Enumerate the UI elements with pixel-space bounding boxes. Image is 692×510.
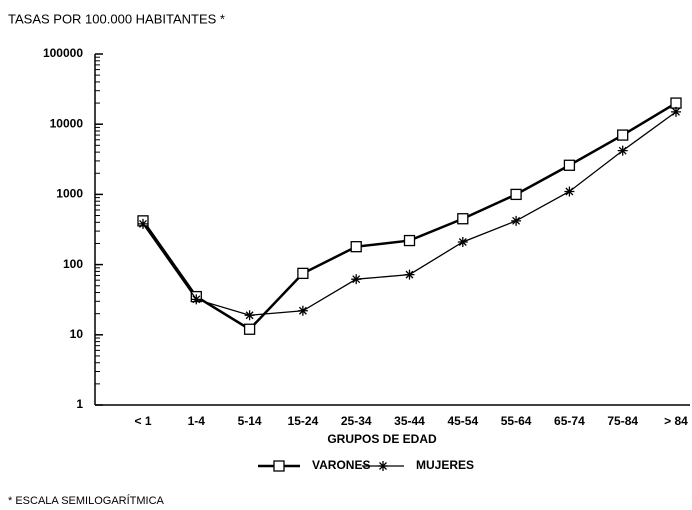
x-tick-label: 25-34: [341, 414, 372, 428]
legend-label: MUJERES: [416, 458, 474, 472]
x-tick-label: 45-54: [447, 414, 478, 428]
marker: [510, 188, 522, 201]
legend-label: VARONES: [312, 458, 370, 472]
x-tick-label: 35-44: [394, 414, 425, 428]
x-axis-label: GRUPOS DE EDAD: [327, 432, 437, 446]
x-tick-label: 5-14: [238, 414, 262, 428]
marker: [457, 236, 468, 247]
marker: [244, 310, 255, 321]
footnote: * ESCALA SEMILOGARÍTMICA: [8, 494, 165, 507]
y-tick-label: 1000: [56, 187, 83, 201]
marker: [138, 218, 148, 229]
y-tick-label: 100: [63, 257, 83, 271]
marker: [243, 323, 256, 335]
series-line: [142, 111, 677, 316]
marker: [351, 274, 362, 285]
marker: [671, 106, 681, 117]
y-tick-label: 1: [76, 397, 83, 411]
x-tick-label: 1-4: [188, 414, 206, 428]
chart-title: TASAS POR 100.000 HABITANTES *: [8, 11, 225, 26]
marker: [670, 97, 682, 109]
x-tick-label: 55-64: [501, 414, 532, 428]
y-tick-label: 100000: [43, 46, 83, 60]
series-line: [141, 101, 677, 331]
marker: [297, 267, 309, 280]
x-tick-label: 65-74: [554, 414, 585, 428]
marker: [617, 129, 629, 141]
marker: [273, 460, 285, 472]
marker: [404, 269, 415, 280]
marker: [403, 234, 416, 247]
marker: [564, 186, 575, 197]
x-tick-label: > 84: [664, 414, 688, 428]
y-tick-label: 10000: [50, 116, 84, 130]
marker: [350, 241, 362, 253]
marker: [617, 145, 628, 156]
marker: [563, 159, 576, 171]
y-tick-label: 10: [70, 327, 84, 341]
marker: [457, 213, 469, 225]
marker: [191, 294, 202, 305]
marker: [378, 461, 388, 471]
x-tick-label: 15-24: [288, 414, 319, 428]
x-tick-label: < 1: [134, 414, 151, 428]
marker: [297, 305, 308, 316]
x-tick-label: 75-84: [607, 414, 638, 428]
marker: [511, 215, 522, 226]
